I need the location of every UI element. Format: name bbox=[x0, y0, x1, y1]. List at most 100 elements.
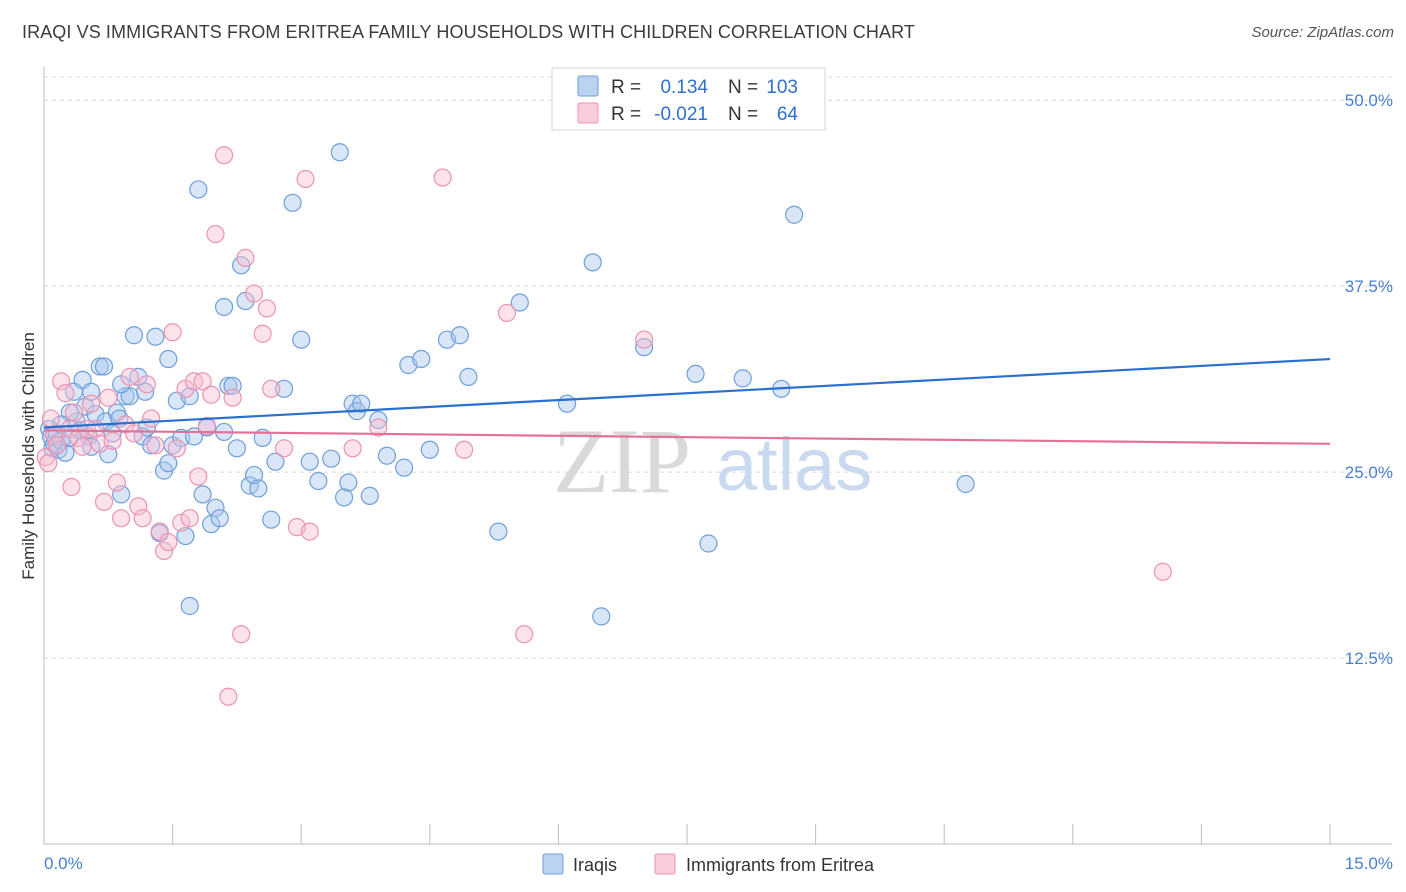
series-legend-iraqi-swatch bbox=[542, 853, 564, 875]
iraqi-point bbox=[90, 357, 109, 376]
legend-iraqi-swatch bbox=[577, 75, 599, 97]
eritrea-point bbox=[120, 367, 139, 386]
iraqi-point bbox=[420, 440, 439, 459]
iraqi-point bbox=[557, 394, 577, 413]
x-tick-label: 0.0% bbox=[44, 854, 83, 873]
eritrea-point bbox=[296, 169, 315, 189]
eritrea-point bbox=[343, 439, 362, 458]
eritrea-point bbox=[163, 323, 182, 342]
iraqi-point bbox=[785, 205, 804, 224]
eritrea-point bbox=[369, 418, 388, 437]
iraqi-point bbox=[309, 471, 328, 491]
iraqi-point bbox=[330, 143, 349, 162]
eritrea-point bbox=[47, 436, 66, 455]
iraqi-point bbox=[189, 180, 208, 199]
iraqi-point bbox=[52, 415, 71, 434]
eritrea-point bbox=[262, 379, 281, 398]
iraqi-point bbox=[136, 382, 155, 401]
iraqi-point bbox=[733, 369, 752, 388]
eritrea-point bbox=[454, 440, 474, 459]
points-layer bbox=[36, 143, 1172, 706]
eritrea-point bbox=[142, 409, 161, 428]
eritrea-point bbox=[94, 492, 114, 511]
eritrea-point bbox=[137, 375, 156, 394]
iraqi-point bbox=[266, 452, 285, 471]
trend-layer bbox=[43, 357, 1331, 445]
series-legend-eritrea-label: Immigrants from Eritrea bbox=[686, 855, 875, 875]
eritrea-point bbox=[129, 497, 148, 516]
axis-layer: Family Households with Children 12.5% 25.… bbox=[19, 67, 1393, 873]
eritrea-point bbox=[39, 454, 58, 473]
iraqi-point bbox=[322, 449, 341, 468]
iraqi-point bbox=[459, 367, 478, 386]
eritrea-point bbox=[103, 431, 122, 450]
iraqi-point bbox=[227, 439, 246, 458]
series-legend-eritrea-swatch bbox=[654, 853, 676, 875]
eritrea-point bbox=[257, 299, 277, 318]
iraqi-point bbox=[159, 454, 178, 473]
eritrea-point bbox=[112, 509, 131, 528]
iraqi-point bbox=[124, 326, 144, 345]
watermark-zip: ZIP bbox=[553, 410, 691, 512]
iraqi-point bbox=[360, 486, 379, 505]
iraqi-trend-line bbox=[43, 357, 1331, 429]
iraqi-point bbox=[699, 534, 718, 553]
eritrea-point bbox=[64, 403, 84, 422]
iraqi-point bbox=[583, 253, 602, 272]
y-tick-label: 25.0% bbox=[1345, 463, 1393, 482]
iraqi-point bbox=[206, 498, 225, 517]
iraqi-point bbox=[510, 293, 529, 312]
eritrea-point bbox=[159, 532, 178, 552]
eritrea-point bbox=[244, 284, 264, 303]
eritrea-point bbox=[99, 388, 118, 407]
eritrea-point bbox=[497, 303, 517, 323]
eritrea-point bbox=[56, 384, 75, 403]
legend-eritrea-r: -0.021 bbox=[654, 104, 708, 125]
eritrea-point bbox=[107, 473, 126, 492]
correlation-legend: R = 0.134 N = 103 R = -0.021 N = 64 bbox=[551, 67, 826, 131]
eritrea-trend-line bbox=[43, 429, 1331, 445]
y-tick-label: 37.5% bbox=[1345, 277, 1393, 296]
legend-r-label: R = bbox=[611, 104, 641, 125]
iraqi-point bbox=[86, 404, 105, 424]
watermark-atlas: atlas bbox=[716, 423, 872, 506]
iraqi-point bbox=[300, 452, 319, 471]
eritrea-point bbox=[124, 424, 144, 443]
eritrea-point bbox=[172, 513, 191, 532]
eritrea-point bbox=[146, 436, 165, 455]
iraqi-point bbox=[686, 364, 705, 384]
iraqi-point bbox=[592, 607, 611, 626]
y-tick-label: 12.5% bbox=[1345, 649, 1393, 668]
iraqi-point bbox=[214, 297, 234, 317]
y-tick-label: 50.0% bbox=[1345, 91, 1393, 110]
eritrea-point bbox=[433, 168, 452, 187]
legend-iraqi-n: 103 bbox=[766, 77, 798, 98]
eritrea-point bbox=[41, 409, 60, 428]
eritrea-point bbox=[189, 467, 208, 486]
iraqi-point bbox=[292, 330, 311, 349]
iraqi-point bbox=[394, 458, 414, 477]
eritrea-point bbox=[133, 509, 152, 528]
eritrea-point bbox=[193, 372, 212, 391]
legend-n-label: N = bbox=[728, 104, 758, 125]
watermark: ZIP atlas bbox=[553, 410, 872, 512]
iraqi-point bbox=[180, 596, 199, 616]
iraqi-point bbox=[142, 436, 161, 455]
iraqi-point bbox=[112, 485, 131, 504]
iraqi-point bbox=[283, 193, 302, 212]
chart-title: IRAQI VS IMMIGRANTS FROM ERITREA FAMILY … bbox=[22, 22, 915, 42]
eritrea-point bbox=[232, 625, 251, 644]
x-tick-label: 15.0% bbox=[1345, 854, 1393, 873]
eritrea-point bbox=[214, 146, 234, 165]
iraqi-point bbox=[146, 327, 165, 346]
iraqi-point bbox=[176, 526, 195, 546]
iraqi-point bbox=[249, 479, 268, 498]
iraqi-point bbox=[274, 379, 294, 398]
series-legend-iraqi-label: Iraqis bbox=[573, 855, 617, 875]
eritrea-point bbox=[1153, 562, 1172, 581]
iraqi-point bbox=[94, 357, 114, 376]
eritrea-point bbox=[62, 477, 81, 497]
eritrea-point bbox=[82, 394, 101, 413]
y-axis-title: Family Households with Children bbox=[19, 332, 38, 580]
iraqi-point bbox=[193, 485, 212, 504]
